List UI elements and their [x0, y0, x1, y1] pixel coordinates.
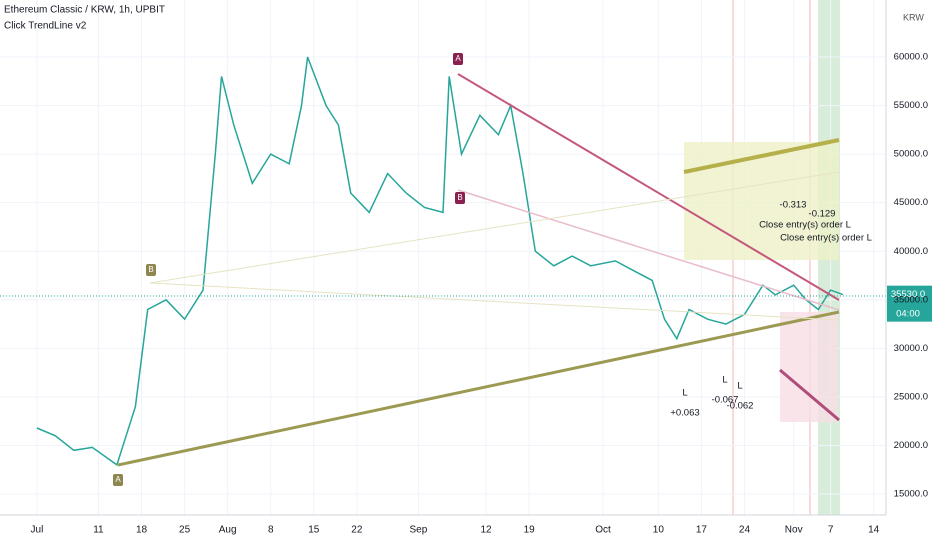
point-marker — [453, 53, 463, 65]
y-tick-label: 25000.0 — [894, 391, 928, 402]
y-tick-label: 60000.0 — [894, 52, 928, 63]
annotation: +0.063 — [670, 408, 699, 419]
annotation: L — [722, 375, 727, 386]
zone — [780, 312, 838, 422]
point-marker — [146, 264, 156, 276]
x-tick-label: 8 — [268, 525, 274, 536]
y-tick-label: 40000.0 — [894, 246, 928, 257]
x-tick-label: 18 — [136, 525, 148, 536]
y-tick-label: 55000.0 — [894, 100, 928, 111]
annotation: Close entry(s) order L — [759, 220, 851, 231]
trend-line — [149, 171, 840, 284]
x-tick-label: Nov — [785, 525, 803, 536]
point-label: B — [457, 193, 462, 202]
point-marker — [455, 192, 465, 204]
trend-line — [683, 138, 840, 174]
annotation: L — [682, 388, 687, 399]
y-tick-label: 15000.0 — [894, 489, 928, 500]
annotation: -0.062 — [727, 401, 754, 412]
x-tick-label: Jul — [31, 525, 44, 536]
annotation: -0.067 — [712, 395, 739, 406]
point-label: A — [115, 475, 121, 484]
annotation: -0.313 — [780, 200, 807, 211]
x-tick-label: 25 — [179, 525, 191, 536]
trend-line — [457, 189, 840, 311]
axis-unit: KRW — [903, 12, 924, 22]
zone — [684, 142, 839, 260]
x-tick-label: 11 — [93, 525, 104, 536]
x-tick-label: 22 — [351, 525, 363, 536]
point-label: B — [148, 265, 153, 274]
y-tick-label: 30000.0 — [894, 343, 928, 354]
y-tick-label: 45000.0 — [894, 197, 928, 208]
trend-line — [457, 73, 840, 301]
x-tick-label: 24 — [739, 525, 751, 536]
annotation: Close entry(s) order L — [780, 233, 872, 244]
x-tick-label: Aug — [219, 525, 237, 536]
plot-area — [0, 0, 886, 515]
x-tick-label: Sep — [409, 525, 427, 536]
trend-line — [779, 368, 840, 422]
chart-title: Ethereum Classic / KRW, 1h, UPBIT — [4, 5, 165, 16]
point-label: A — [455, 54, 461, 63]
indicator-name: Click TrendLine v2 — [4, 21, 87, 32]
annotation: L — [737, 381, 742, 392]
x-tick-label: 7 — [828, 525, 834, 536]
x-tick-label: 15 — [308, 525, 320, 536]
last-price-box — [887, 285, 932, 322]
last-price: 35530.0 — [891, 289, 925, 300]
trend-line — [149, 282, 840, 321]
x-tick-label: 12 — [481, 525, 493, 536]
price-axis — [886, 0, 932, 550]
x-tick-label: 17 — [696, 525, 708, 536]
y-tick-label: 50000.0 — [894, 149, 928, 160]
countdown: 04:00 — [896, 309, 920, 320]
point-marker — [113, 474, 123, 486]
x-tick-label: 19 — [524, 525, 536, 536]
y-tick-label: 35000.0 — [894, 294, 928, 305]
x-tick-label: 10 — [653, 525, 665, 536]
trend-line — [117, 310, 840, 467]
x-tick-label: 14 — [868, 525, 880, 536]
x-tick-label: Oct — [595, 525, 611, 536]
y-tick-label: 20000.0 — [894, 440, 928, 451]
annotation: -0.129 — [809, 209, 836, 220]
price-line — [36, 56, 844, 467]
